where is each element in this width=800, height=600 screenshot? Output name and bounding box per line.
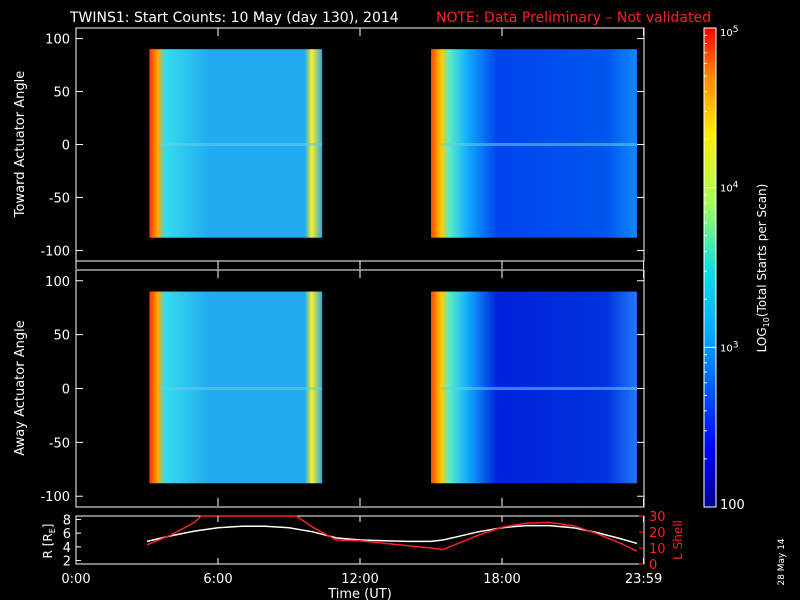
panel-away-y-axis: -100 -50 0 50 100 — [40, 275, 644, 505]
colorbar-scale — [703, 27, 717, 508]
orbit-left-tick-label: 8 — [63, 513, 71, 528]
radius-line — [146, 524, 638, 545]
y-tick-label-toward: -100 — [40, 244, 70, 259]
y-tick-label-toward: 100 — [45, 33, 70, 48]
panel-toward-y-label: Toward Actuator Angle — [13, 71, 28, 218]
time-axis: 0:00 6:00 12:00 18:00 23:59 — [61, 28, 662, 587]
colorbar-tick-label: 103 — [720, 340, 738, 354]
orbit-left-tick-label: 6 — [63, 527, 71, 542]
date-stamp: 28 May 14 — [777, 538, 787, 586]
zero-angle-band-away-2 — [441, 387, 637, 390]
y-tick-label-away: -100 — [40, 490, 70, 505]
x-tick-label: 0:00 — [61, 572, 90, 587]
panel-away-y-label: Away Actuator Angle — [13, 320, 28, 455]
orbit-left-tick-label: 2 — [63, 555, 71, 570]
colorbar-ticks: 105 104 103 100 — [704, 25, 745, 513]
x-tick-label: 12:00 — [341, 572, 378, 587]
y-tick-label-toward: 0 — [62, 139, 70, 154]
time-axis-label: Time (UT) — [327, 587, 392, 600]
x-tick-label: 18:00 — [483, 572, 520, 587]
panel-orbit-lines — [146, 515, 638, 552]
colorbar-tick-label: 100 — [720, 498, 745, 513]
orbit-right-tick-label: 10 — [649, 542, 666, 557]
orbit-left-tick-label: 4 — [63, 541, 71, 556]
panel-toward-y-axis: -100 -50 0 50 100 — [40, 33, 644, 259]
zero-angle-band-away-1 — [159, 387, 323, 390]
y-tick-label-away: -50 — [49, 436, 70, 451]
orbit-right-label: L Shell — [671, 520, 685, 560]
colorbar-tick-label: 104 — [720, 181, 739, 195]
orbit-right-tick-label: 0 — [649, 558, 657, 573]
colorbar-tick-label: 105 — [720, 25, 738, 39]
colorbar-label: LOG10(Total Starts per Scan) — [755, 184, 771, 353]
orbit-right-tick-label: 30 — [649, 510, 666, 525]
y-tick-label-toward: -50 — [49, 191, 70, 206]
panel-away: -100 -50 0 50 100 Away Actuator Angle — [13, 269, 645, 508]
colorbar: 105 104 103 100 LOG10(Total Starts per Scan… — [703, 25, 771, 513]
y-tick-label-toward: 50 — [53, 86, 70, 101]
data-note: NOTE: Data Preliminary – Not validated — [436, 10, 711, 26]
y-tick-label-away: 50 — [53, 329, 70, 344]
panel-toward-heatmap — [149, 49, 637, 238]
lshell-line — [146, 515, 638, 552]
panel-away-heatmap — [149, 291, 637, 484]
y-tick-label-away: 100 — [45, 275, 70, 290]
chart-title: TWINS1: Start Counts: 10 May (day 130), … — [69, 10, 399, 26]
zero-angle-band-toward-1 — [159, 143, 323, 146]
y-tick-label-away: 0 — [62, 383, 70, 398]
x-tick-label: 23:59 — [625, 572, 662, 587]
x-tick-label: 6:00 — [203, 572, 232, 587]
zero-angle-band-toward-2 — [441, 143, 637, 146]
orbit-right-tick-label: 20 — [649, 526, 666, 541]
panel-toward: -100 -50 0 50 100 Toward Actuator Angle — [13, 27, 645, 262]
orbit-left-label: R [RE] — [41, 524, 57, 559]
